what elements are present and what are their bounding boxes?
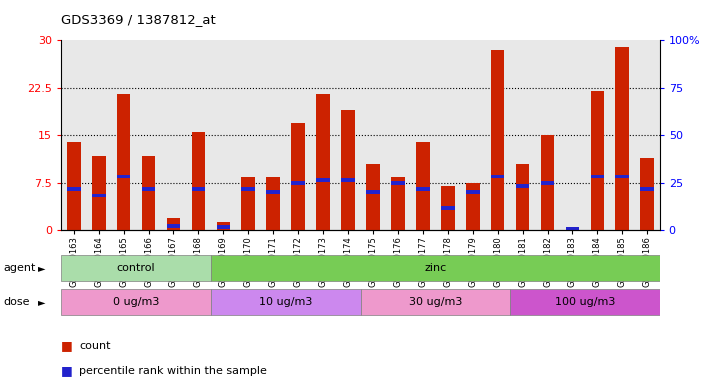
Bar <box>590 91 604 230</box>
Bar <box>117 175 131 179</box>
Bar <box>167 218 180 230</box>
Text: 100 ug/m3: 100 ug/m3 <box>554 297 615 308</box>
Bar <box>416 187 430 191</box>
Text: 30 ug/m3: 30 ug/m3 <box>409 297 462 308</box>
Bar <box>616 47 629 230</box>
Bar <box>391 177 404 230</box>
Bar <box>211 255 660 281</box>
Text: ■: ■ <box>61 339 73 352</box>
Bar <box>360 290 510 315</box>
Bar <box>341 110 355 230</box>
Text: ■: ■ <box>61 364 73 377</box>
Bar <box>341 178 355 182</box>
Bar <box>216 222 230 230</box>
Bar <box>491 50 505 230</box>
Bar <box>317 178 330 182</box>
Bar <box>391 181 404 185</box>
Bar <box>640 187 654 191</box>
Bar <box>466 190 479 194</box>
Bar <box>61 290 211 315</box>
Bar <box>192 187 205 191</box>
Bar <box>416 142 430 230</box>
Text: ►: ► <box>37 297 45 308</box>
Bar <box>590 175 604 179</box>
Bar <box>192 132 205 230</box>
Bar <box>266 190 280 194</box>
Bar <box>216 225 230 229</box>
Bar <box>142 156 156 230</box>
Text: ►: ► <box>37 263 45 273</box>
Bar <box>565 227 579 231</box>
Text: count: count <box>79 341 111 351</box>
Text: zinc: zinc <box>424 263 446 273</box>
Bar <box>117 94 131 230</box>
Bar <box>291 181 305 185</box>
Bar <box>516 184 529 188</box>
Bar <box>541 136 554 230</box>
Bar <box>366 164 380 230</box>
Bar <box>541 181 554 185</box>
Bar <box>640 157 654 230</box>
Text: agent: agent <box>4 263 36 273</box>
Bar <box>211 290 360 315</box>
Text: percentile rank within the sample: percentile rank within the sample <box>79 366 267 376</box>
Bar <box>466 183 479 230</box>
Bar <box>61 255 211 281</box>
Bar <box>167 224 180 228</box>
Bar <box>510 290 660 315</box>
Bar <box>242 187 255 191</box>
Bar <box>565 227 579 230</box>
Text: GDS3369 / 1387812_at: GDS3369 / 1387812_at <box>61 13 216 26</box>
Text: control: control <box>117 263 156 273</box>
Bar <box>366 190 380 194</box>
Bar <box>441 186 455 230</box>
Bar <box>266 177 280 230</box>
Text: dose: dose <box>4 297 30 308</box>
Bar <box>67 187 81 191</box>
Bar <box>92 156 105 230</box>
Bar <box>317 94 330 230</box>
Bar <box>616 175 629 179</box>
Bar <box>67 142 81 230</box>
Text: 10 ug/m3: 10 ug/m3 <box>259 297 312 308</box>
Bar <box>291 123 305 230</box>
Bar <box>142 187 156 191</box>
Text: 0 ug/m3: 0 ug/m3 <box>113 297 159 308</box>
Bar <box>242 177 255 230</box>
Bar <box>92 194 105 197</box>
Bar <box>516 164 529 230</box>
Bar <box>441 206 455 210</box>
Bar <box>491 175 505 179</box>
